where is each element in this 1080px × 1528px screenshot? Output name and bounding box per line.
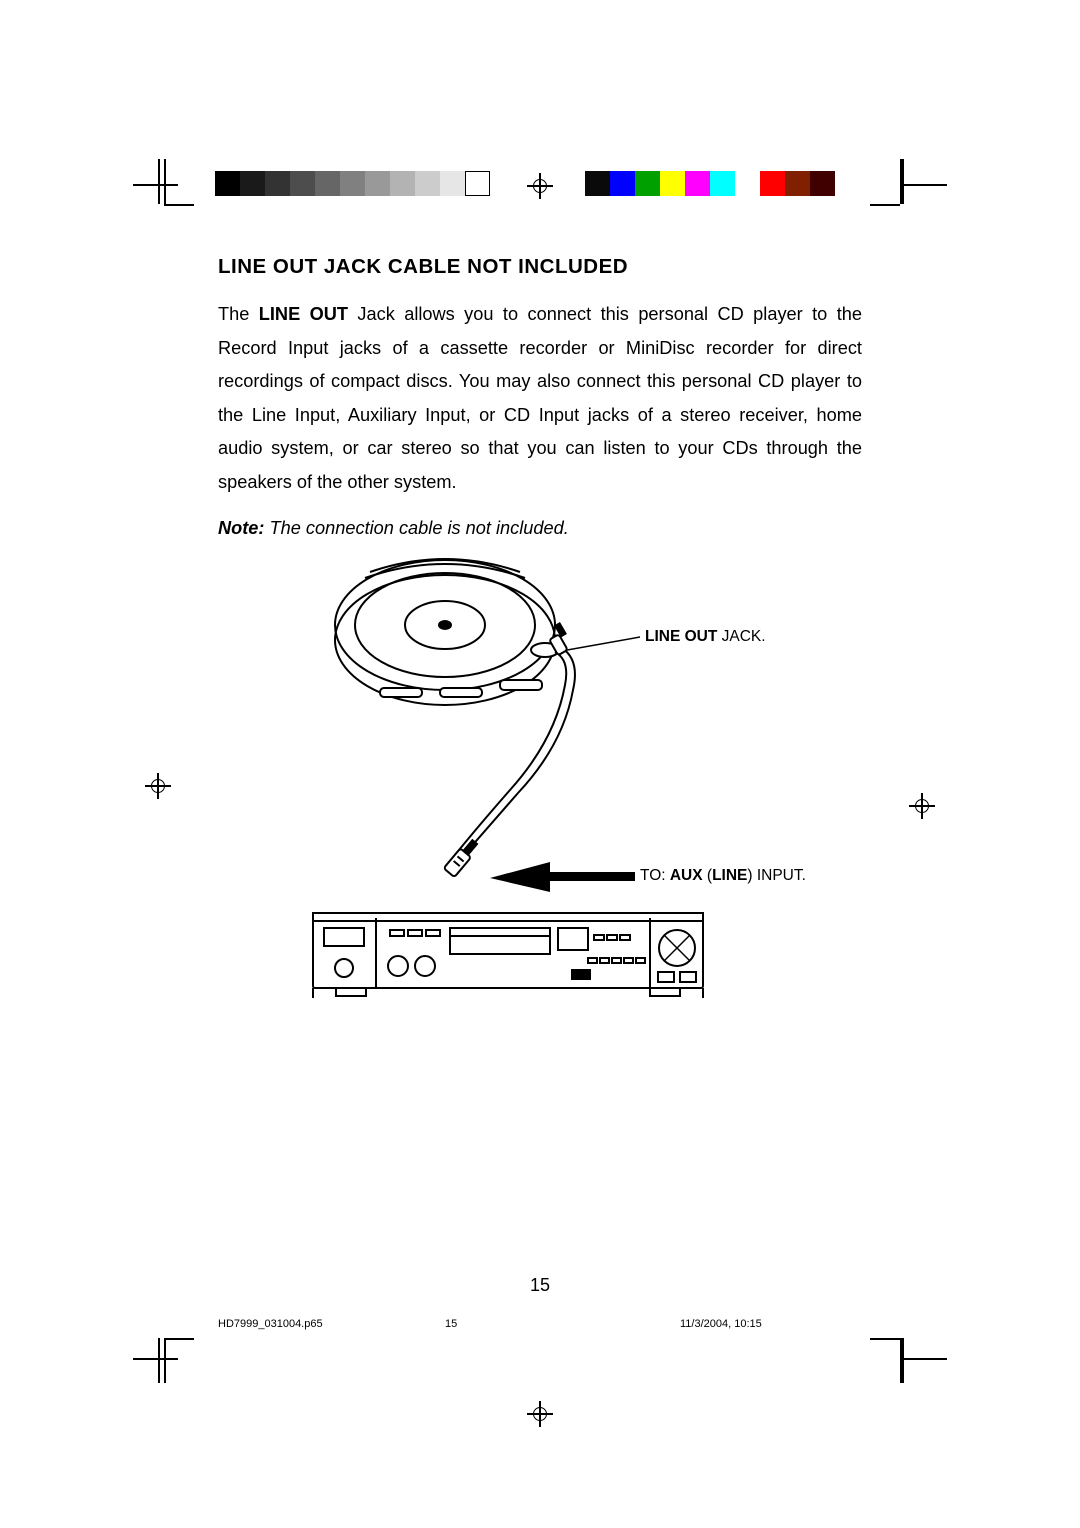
callout-label: TO: AUX (LINE) INPUT. <box>640 867 806 885</box>
diagram-svg <box>310 540 830 1020</box>
bold-text: LINE OUT <box>259 304 348 324</box>
note-text: The connection cable is not included. <box>264 518 568 538</box>
text: ) INPUT. <box>747 867 806 884</box>
registration-mark-icon <box>530 176 550 196</box>
text: JACK. <box>717 628 765 645</box>
text: Jack allows you to connect this personal… <box>218 304 862 492</box>
footer-filename: HD7999_031004.p65 <box>218 1318 323 1330</box>
body-paragraph: The LINE OUT Jack allows you to connect … <box>218 298 862 499</box>
bold-text: AUX <box>670 867 703 884</box>
registration-mark-icon <box>530 1404 550 1424</box>
text: TO: <box>640 867 670 884</box>
section-heading: LINE OUT JACK CABLE NOT INCLUDED <box>218 255 862 279</box>
footer-page: 15 <box>445 1318 457 1330</box>
bold-text: LINE OUT <box>645 628 717 645</box>
note-label: Note: <box>218 518 264 538</box>
callout-label: LINE OUT JACK. <box>645 628 766 646</box>
footer-timestamp: 11/3/2004, 10:15 <box>680 1318 762 1330</box>
grayscale-calibration-bar <box>215 171 490 196</box>
arrow-icon <box>490 862 635 892</box>
page-number: 15 <box>0 1275 1080 1296</box>
registration-mark-icon <box>912 796 932 816</box>
page-content: LINE OUT JACK CABLE NOT INCLUDED The LIN… <box>218 255 862 539</box>
text: The <box>218 304 259 324</box>
connection-diagram: LINE OUT JACK. TO: AUX (LINE) INPUT. <box>310 540 830 1020</box>
color-calibration-bar <box>585 171 835 196</box>
bold-text: LINE <box>712 867 747 884</box>
registration-mark-icon <box>148 776 168 796</box>
note-line: Note: The connection cable is not includ… <box>218 518 862 539</box>
text: ( <box>703 867 712 884</box>
